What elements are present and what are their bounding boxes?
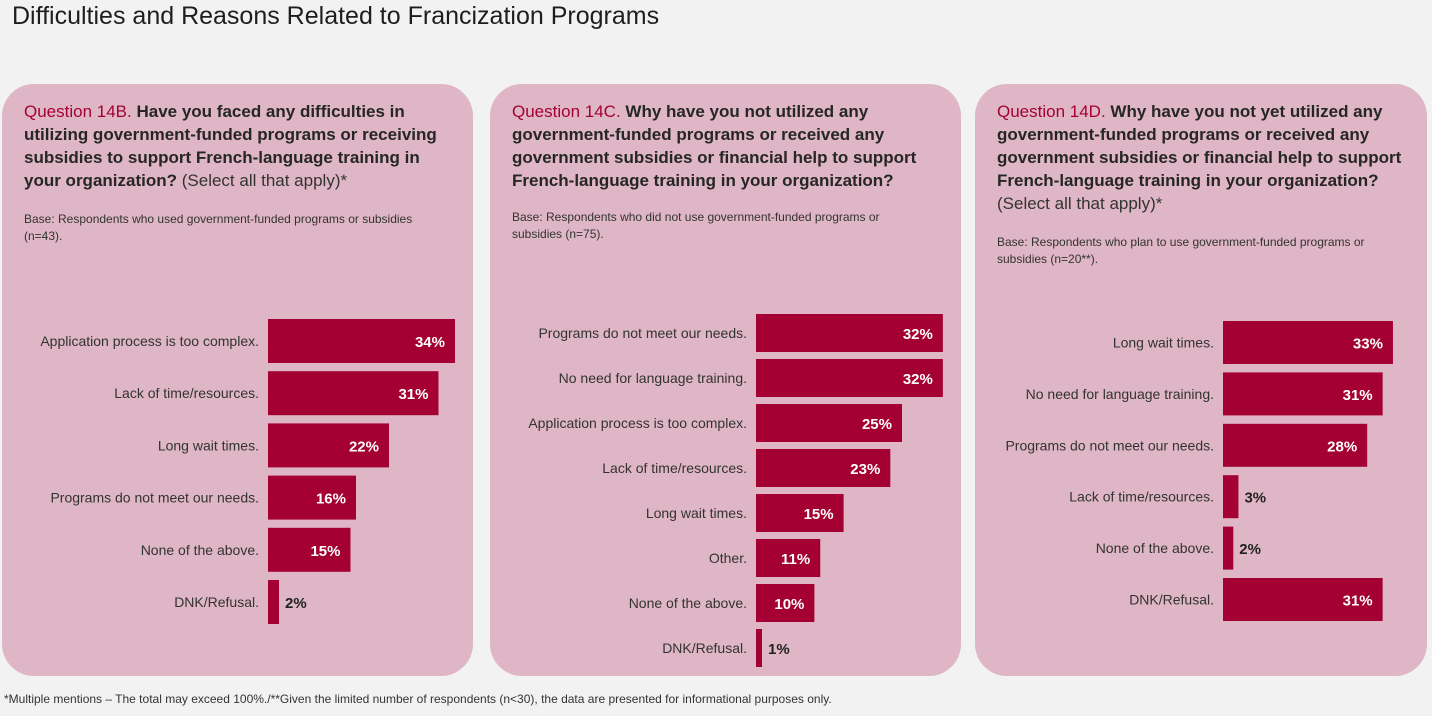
category-label: Lack of time/resources.	[602, 460, 747, 476]
value-label: 1%	[768, 641, 790, 658]
value-label: 28%	[1327, 438, 1357, 455]
category-label: Programs do not meet our needs.	[50, 490, 259, 506]
question-main: Have you faced any difficulties in utili…	[24, 102, 437, 190]
category-label: None of the above.	[141, 542, 259, 558]
value-label: 32%	[903, 326, 933, 343]
bar	[756, 539, 821, 577]
bar-chart-14b: Application process is too complex. 34% La…	[40, 319, 455, 624]
question-main: Why have you not yet utilized any govern…	[997, 102, 1402, 190]
category-label: Long wait times.	[1113, 335, 1214, 351]
category-label: No need for language training.	[559, 370, 747, 386]
category-label: Long wait times.	[646, 505, 747, 521]
value-label: 10%	[774, 596, 804, 613]
question-id: Question 14B.	[24, 102, 132, 121]
bar	[268, 580, 279, 624]
bar	[756, 629, 762, 667]
category-label: Long wait times.	[158, 437, 259, 453]
bar	[756, 404, 902, 442]
bar	[756, 314, 943, 352]
bar	[1223, 372, 1383, 416]
bar	[756, 584, 815, 622]
category-label: No need for language training.	[1026, 386, 1214, 402]
panel-question-14b: Question 14B. Have you faced any difficu…	[2, 84, 473, 676]
value-label: 33%	[1353, 336, 1383, 353]
question-note: (Select all that apply)*	[181, 171, 348, 190]
value-label: 16%	[316, 491, 346, 508]
value-label: 31%	[1343, 387, 1373, 404]
bar	[756, 449, 891, 487]
bar	[1223, 423, 1368, 467]
base-note: Base: Respondents who did not use govern…	[512, 210, 880, 241]
bar	[268, 423, 389, 468]
bar	[268, 319, 455, 363]
category-label: Programs do not meet our needs.	[1005, 437, 1214, 453]
value-label: 32%	[903, 371, 933, 388]
value-label: 31%	[398, 386, 428, 403]
value-label: 15%	[804, 506, 834, 523]
value-label: 2%	[285, 595, 307, 612]
value-label: 2%	[1239, 541, 1261, 558]
category-label: DNK/Refusal.	[662, 640, 747, 656]
bar-chart-14c: Programs do not meet our needs. 32% No nee…	[528, 314, 943, 667]
bar	[268, 371, 439, 416]
value-label: 22%	[349, 438, 379, 455]
value-label: 31%	[1343, 593, 1373, 610]
category-label: Application process is too complex.	[40, 333, 259, 349]
bar	[756, 494, 844, 532]
bar	[1223, 578, 1383, 621]
category-label: Application process is too complex.	[528, 415, 747, 431]
footnote: *Multiple mentions – The total may excee…	[4, 692, 832, 706]
question-note: (Select all that apply)*	[997, 194, 1163, 213]
category-label: Lack of time/resources.	[114, 385, 259, 401]
category-label: Programs do not meet our needs.	[538, 325, 747, 341]
question-text: Question 14C. Why have you not utilized …	[512, 100, 932, 192]
question-text: Question 14D. Why have you not yet utili…	[997, 100, 1402, 215]
bar	[1223, 321, 1393, 364]
category-label: DNK/Refusal.	[174, 594, 259, 610]
base-note: Base: Respondents who plan to use govern…	[997, 235, 1365, 266]
value-label: 23%	[850, 461, 880, 478]
question-id: Question 14C.	[512, 102, 621, 121]
question-id: Question 14D.	[997, 102, 1106, 121]
question-main: Why have you not utilized any government…	[512, 102, 917, 190]
category-label: Lack of time/resources.	[1069, 489, 1214, 505]
panel-question-14d: Question 14D. Why have you not yet utili…	[975, 84, 1427, 676]
panel-question-14c: Question 14C. Why have you not utilized …	[490, 84, 961, 676]
bar	[756, 359, 943, 397]
question-text: Question 14B. Have you faced any difficu…	[24, 100, 454, 192]
base-note: Base: Respondents who used government-fu…	[24, 212, 413, 243]
page-title: Difficulties and Reasons Related to Fran…	[12, 2, 660, 30]
value-label: 3%	[1244, 490, 1266, 507]
bar-chart-14d: Long wait times. 33% No need for language …	[1005, 321, 1393, 621]
value-label: 25%	[862, 416, 892, 433]
category-label: DNK/Refusal.	[1129, 592, 1214, 608]
value-label: 15%	[310, 543, 340, 560]
category-label: Other.	[709, 550, 747, 566]
bar	[268, 527, 351, 572]
value-label: 34%	[415, 334, 445, 351]
value-label: 11%	[781, 551, 810, 568]
category-label: None of the above.	[629, 595, 747, 611]
bar	[1223, 475, 1239, 519]
category-label: None of the above.	[1096, 540, 1214, 556]
bar	[268, 475, 356, 520]
bar	[1223, 526, 1234, 570]
